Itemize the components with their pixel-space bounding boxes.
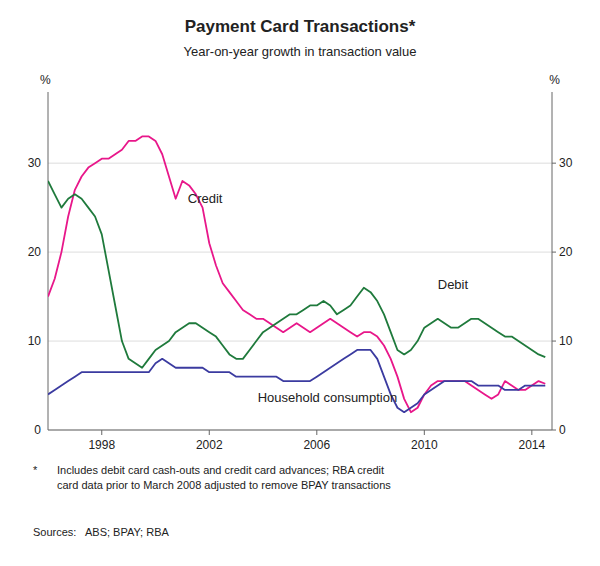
- y2-tick: [552, 163, 556, 164]
- footnote: Includes debit card cash-outs and credit…: [57, 464, 384, 476]
- y2-tick-label: 10: [559, 334, 573, 348]
- series-line: [48, 181, 545, 368]
- chart: Payment Card Transactions* Year-on-year g…: [0, 0, 600, 566]
- x-tick-label: 2002: [196, 438, 223, 452]
- series-line: [48, 136, 545, 412]
- line-label: Debit: [438, 277, 469, 292]
- x-tick-label: 2010: [411, 438, 438, 452]
- x-tick: [209, 430, 210, 435]
- title: Payment Card Transactions*: [185, 17, 416, 36]
- y-tick-label: 30: [28, 156, 42, 170]
- grid-line: [48, 252, 552, 253]
- grid-line: [48, 341, 552, 342]
- y2-tick-label: 30: [559, 156, 573, 170]
- subtitle: Year-on-year growth in transaction value: [184, 44, 417, 59]
- y-tick-label: 10: [28, 334, 42, 348]
- y2-axis-line: [552, 92, 553, 430]
- y2-axis-label: %: [549, 73, 560, 87]
- y2-tick-label: 20: [559, 245, 573, 259]
- series-line: [48, 350, 545, 412]
- line-label: Credit: [188, 191, 223, 206]
- x-tick-label: 1998: [88, 438, 115, 452]
- y2-tick: [552, 430, 556, 431]
- x-tick: [101, 430, 102, 435]
- x-tick: [531, 430, 532, 435]
- y-tick-label: 20: [28, 245, 42, 259]
- grid-line: [48, 430, 552, 431]
- page: {"chart_data": { "type": "line", "title"…: [0, 0, 600, 566]
- grid-line: [48, 163, 552, 164]
- footnote: card data prior to March 2008 adjusted t…: [57, 479, 391, 491]
- y2-tick-label: 0: [559, 423, 566, 437]
- grid: [48, 163, 552, 430]
- y-axis-label: %: [40, 73, 51, 87]
- x-tick-label: 2014: [518, 438, 545, 452]
- lines: [48, 136, 545, 412]
- line-label: Household consumption: [258, 390, 397, 405]
- x-tick-label: 2006: [303, 438, 330, 452]
- y-tick-label: 0: [34, 423, 41, 437]
- x-tick: [424, 430, 425, 435]
- x-axis-line: [48, 430, 552, 431]
- footnote-marker: *: [33, 464, 38, 476]
- y-axis-line: [48, 92, 49, 430]
- source: Sources: ABS; BPAY; RBA: [33, 526, 169, 538]
- y2-tick: [552, 341, 556, 342]
- y2-tick: [552, 252, 556, 253]
- x-tick: [316, 430, 317, 435]
